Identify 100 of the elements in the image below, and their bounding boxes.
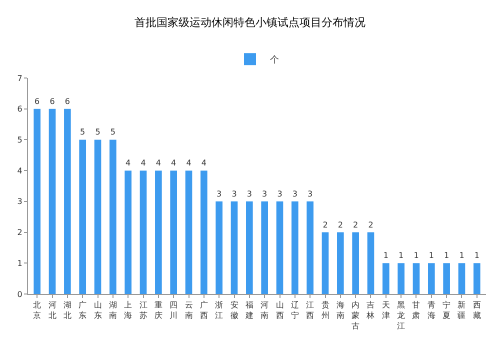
bar: [216, 201, 222, 294]
x-tick-label: 宁夏: [442, 300, 451, 320]
x-tick-label: 广西: [200, 300, 208, 320]
y-tick-label: 0: [17, 290, 22, 299]
bar: [398, 263, 404, 294]
x-tick-label: 山西: [276, 300, 284, 320]
data-label: 2: [322, 220, 328, 230]
bar: [246, 201, 253, 294]
data-label: 4: [126, 158, 131, 168]
bar: [292, 201, 298, 294]
x-tick-label: 四川: [170, 300, 178, 320]
data-label: 1: [459, 251, 464, 260]
data-label: 5: [95, 128, 100, 137]
y-tick-label: 4: [17, 166, 22, 176]
y-tick-label: 6: [17, 104, 22, 114]
x-tick-label: 海南: [336, 300, 344, 320]
y-tick-label: 2: [17, 228, 22, 238]
data-label: 3: [246, 189, 252, 198]
x-tick-label: 重庆: [154, 300, 162, 320]
x-tick-label: 云南: [184, 300, 193, 320]
chart-title: 首批国家级运动休闲特色小镇试点项目分布情况: [134, 16, 366, 29]
data-label: 1: [428, 251, 434, 260]
bar: [473, 263, 480, 294]
bar: [306, 201, 314, 294]
data-label: 2: [338, 220, 343, 230]
data-label: 3: [277, 189, 282, 198]
x-tick-label: 湖北: [63, 300, 72, 320]
legend-label: 个: [270, 54, 279, 66]
x-tick-label: 青海: [427, 300, 436, 320]
bar: [337, 232, 344, 294]
x-tick-label: 西藏: [472, 300, 481, 320]
x-tick-label: 安徽: [230, 300, 238, 320]
x-tick-label: 天津: [382, 300, 390, 320]
data-label: 4: [140, 158, 146, 168]
data-label: 2: [353, 220, 358, 230]
bar: [110, 140, 116, 294]
bar: [322, 232, 329, 294]
x-tick-label: 贵州: [321, 300, 330, 320]
bar: [170, 170, 177, 294]
data-label: 2: [368, 220, 374, 230]
data-label: 3: [292, 189, 298, 198]
bar: [382, 263, 390, 294]
x-tick-label: 吉林: [366, 300, 375, 320]
y-tick-label: 1: [17, 258, 22, 268]
x-tick-label: 辽宁: [290, 300, 299, 320]
data-label: 6: [34, 96, 40, 106]
bar: [140, 170, 147, 294]
x-tick-label: 黑龙江: [397, 300, 406, 330]
x-tick-label: 江西: [306, 300, 314, 320]
x-tick-label: 河南: [260, 300, 269, 320]
x-tick-label: 新疆: [458, 300, 466, 320]
x-tick-label: 山东: [94, 300, 102, 320]
data-label: 3: [232, 189, 237, 198]
bar: [276, 201, 284, 294]
data-label: 3: [308, 189, 313, 198]
data-label: 1: [444, 251, 450, 260]
bar: [64, 108, 71, 294]
data-label: 1: [414, 251, 419, 260]
bar: [200, 170, 208, 294]
data-label: 6: [50, 96, 55, 106]
x-tick-label: 北京: [33, 300, 42, 320]
bar: [124, 170, 132, 294]
x-tick-label: 河北: [48, 300, 56, 320]
x-tick-label: 内蒙古: [352, 300, 360, 330]
bar: [367, 232, 374, 294]
x-tick-label: 江苏: [139, 300, 148, 320]
bar: [94, 140, 102, 294]
bar: [458, 263, 466, 294]
y-tick-label: 3: [17, 197, 22, 206]
data-label: 3: [216, 189, 222, 198]
bar: [352, 232, 359, 294]
data-label: 4: [201, 158, 206, 168]
data-label: 1: [383, 251, 388, 260]
x-tick-label: 甘肃: [412, 300, 420, 320]
data-label: 4: [186, 158, 192, 168]
x-tick-label: 上海: [124, 300, 132, 320]
x-tick-label: 浙江: [215, 300, 224, 320]
x-tick-label: 福建: [244, 300, 254, 320]
data-label: 4: [156, 158, 161, 168]
y-tick-label: 7: [17, 74, 22, 83]
data-label: 6: [64, 96, 70, 106]
data-label: 4: [171, 158, 176, 168]
bar: [79, 140, 86, 294]
bar: [443, 263, 450, 294]
data-label: 5: [110, 128, 116, 137]
x-tick-label: 湖南: [108, 300, 117, 320]
data-label: 1: [398, 251, 404, 260]
data-label: 5: [80, 128, 86, 137]
data-label: 1: [474, 251, 480, 260]
bar: [230, 201, 238, 294]
data-label: 3: [262, 189, 268, 198]
y-tick-label: 5: [17, 136, 22, 145]
bar: [48, 108, 56, 294]
bar: [155, 170, 162, 294]
bar: [185, 170, 192, 294]
bar: [261, 201, 268, 294]
bar: [34, 108, 41, 294]
bar: [412, 263, 420, 294]
x-tick-label: 广东: [78, 300, 87, 320]
bar: [428, 263, 435, 294]
